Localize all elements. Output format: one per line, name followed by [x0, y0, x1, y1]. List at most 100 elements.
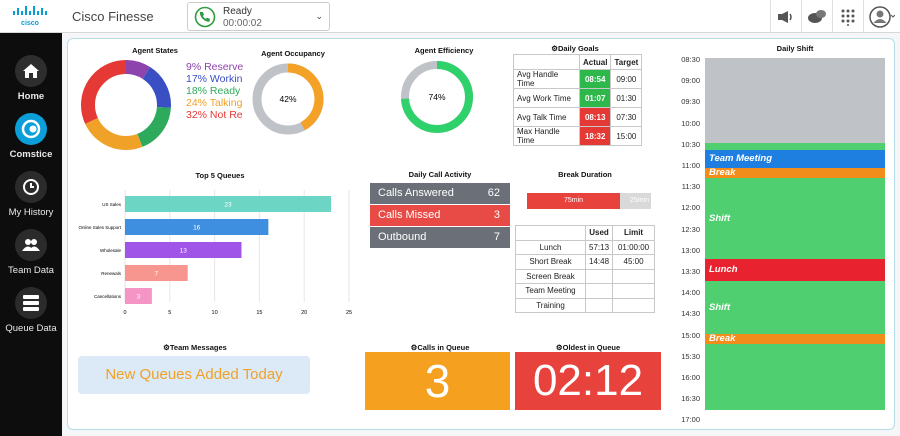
efficiency-value: 74%	[428, 92, 445, 102]
sidebar-item-my-history[interactable]: My History	[0, 171, 62, 227]
bar	[125, 196, 332, 212]
chat-button[interactable]	[770, 0, 801, 33]
agent-states-legend: 9% Reserve 17% Workin 18% Ready 24% Talk…	[186, 61, 243, 121]
donut-segment	[81, 60, 171, 150]
agent-status-dropdown[interactable]: Ready 00:00:02 ⌄	[187, 2, 330, 31]
legend-ready: 18% Ready	[186, 85, 241, 97]
legend-not-ready: 32% Not Re	[186, 109, 243, 121]
legend-working: 17% Workin	[186, 73, 243, 85]
table-row: Avg Talk Time 08:13 07:30	[513, 107, 643, 127]
efficiency-gauge: 74%	[401, 61, 473, 133]
time-label: 10:00	[681, 118, 700, 128]
phone-ready-icon	[194, 6, 216, 28]
donut-segment	[81, 60, 171, 150]
donut-segment	[81, 60, 171, 150]
sidebar-item-home[interactable]: Home	[0, 55, 62, 111]
category-label: Renewals	[101, 271, 122, 276]
dialpad-icon	[841, 9, 855, 26]
break-duration-title: Break Duration	[558, 170, 612, 179]
time-label: 11:00	[681, 161, 700, 170]
category-label: Online Sales Support	[78, 225, 121, 230]
table-row: Team Meeting	[515, 283, 656, 299]
shift-block	[705, 344, 885, 410]
table-row: Screen Break	[515, 268, 656, 284]
time-label: 15:30	[681, 351, 700, 361]
legend-talking: 24% Talking	[186, 97, 243, 109]
avatar-icon	[869, 5, 895, 28]
time-label: 13:00	[681, 245, 700, 255]
home-icon	[15, 55, 47, 87]
shift-block: Shift	[705, 280, 885, 334]
bar	[125, 288, 152, 304]
call-activity-title: Daily Call Activity	[408, 170, 472, 179]
time-label: 12:00	[681, 203, 700, 213]
status-label: Ready	[223, 6, 252, 17]
user-menu-button[interactable]	[863, 0, 900, 33]
category-label: Cancellations	[94, 294, 122, 299]
shift-block: Team Meeting	[705, 149, 885, 168]
occupancy-value: 42%	[279, 94, 296, 104]
team-messages-title: ⚙Team Messages	[163, 343, 227, 352]
break-progress-bar: 75min 25min	[527, 193, 651, 209]
chat-bubbles-icon	[808, 9, 826, 23]
break-table: Used Limit Lunch 57:13 01:00:00 Short Break…	[515, 225, 656, 313]
break-used-fill: 75min	[527, 193, 620, 209]
team-icon	[15, 229, 47, 261]
top-queues-title: Top 5 Queues	[195, 171, 245, 180]
time-label: 11:30	[681, 182, 700, 192]
sidebar-item-queue-data[interactable]: Queue Data	[0, 287, 62, 343]
time-label: 13:30	[681, 267, 700, 276]
time-label: 14:00	[681, 288, 700, 298]
history-icon	[15, 171, 47, 203]
bar-value-label: 13	[180, 248, 188, 255]
x-tick-label: 5	[168, 310, 171, 316]
agent-states-title: Agent States	[132, 46, 178, 55]
x-tick-label: 15	[256, 310, 262, 316]
legend-reserved: 9% Reserve	[186, 61, 244, 73]
table-row: Avg Work Time 01:07 01:30	[513, 88, 643, 108]
table-row: Training	[515, 297, 656, 313]
shift-block	[705, 142, 885, 150]
oldest-in-queue-value: 02:12	[515, 352, 661, 410]
status-timer: 00:00:02	[223, 18, 262, 29]
table-row: Max Handle Time 18:32 15:00	[513, 126, 643, 146]
shift-block: Break	[705, 167, 885, 179]
app-title: Cisco Finesse	[72, 9, 154, 24]
time-label: 09:30	[681, 97, 700, 107]
sidebar-item-team-data[interactable]: Team Data	[0, 229, 62, 285]
sidebar-item-comstice[interactable]: Comstice	[0, 113, 62, 169]
daily-goals-title: ⚙Daily Goals	[551, 44, 599, 53]
daily-goals-table: Actual Target Avg Handle Time 08:54 09:00 A…	[513, 54, 643, 146]
sidebar: Home Comstice My History Team Data Queue…	[0, 33, 62, 436]
bar-value-label: 16	[193, 225, 201, 232]
svg-text:cisco: cisco	[21, 20, 39, 27]
agent-efficiency-title: Agent Efficiency	[414, 46, 474, 55]
oldest-in-queue-title: ⚙Oldest in Queue	[555, 343, 621, 352]
calls-in-queue-title: ⚙Calls in Queue	[410, 343, 470, 352]
calls-in-queue-value: 3	[365, 352, 510, 410]
time-label: 15:00	[681, 330, 700, 340]
break-remaining-label: 25min	[629, 197, 649, 204]
dialpad-button[interactable]	[832, 0, 863, 33]
bar	[125, 265, 188, 281]
calls-answered-row: Calls Answered 62	[370, 183, 510, 204]
daily-shift-title: Daily Shift	[776, 44, 814, 53]
cisco-logo: cisco	[10, 4, 50, 28]
x-tick-label: 25	[346, 310, 352, 316]
shift-block: Lunch	[705, 259, 885, 281]
time-label: 14:30	[681, 309, 700, 319]
time-label: 09:00	[681, 76, 700, 86]
megaphone-icon	[778, 10, 792, 23]
bar-value-label: 23	[224, 202, 232, 209]
bar-value-label: 3	[137, 294, 141, 301]
chevron-down-icon: ⌄	[315, 11, 323, 21]
bar-value-label: 7	[155, 271, 159, 278]
category-label: US Sales	[102, 202, 122, 207]
table-row: Avg Handle Time 08:54 09:00	[513, 69, 643, 89]
table-row: Lunch 57:13 01:00:00	[515, 239, 656, 255]
x-tick-label: 0	[123, 310, 126, 316]
agent-occupancy-title: Agent Occupancy	[261, 49, 325, 58]
time-label: 08:30	[681, 55, 700, 64]
team-chat-button[interactable]	[801, 0, 832, 33]
time-label: 10:30	[681, 139, 700, 149]
